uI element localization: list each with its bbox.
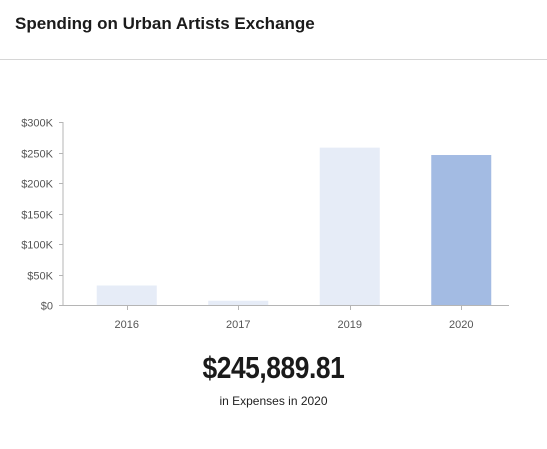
header: Spending on Urban Artists Exchange: [0, 0, 547, 60]
x-axis: 2016 2017 2019 2020: [63, 305, 509, 331]
x-tick-label: 2019: [338, 319, 362, 331]
bar-2019[interactable]: [319, 147, 380, 305]
y-tick-label: $150K: [21, 210, 53, 222]
y-tick-label: $0: [41, 301, 53, 313]
y-tick-label: $100K: [21, 240, 53, 252]
bars: [96, 147, 492, 305]
y-tick-label: $50K: [27, 271, 53, 283]
total-amount: $245,889.81: [202, 350, 345, 385]
total-caption: in Expenses in 2020: [219, 394, 328, 408]
y-tick-label: $200K: [21, 179, 53, 191]
y-tick-label: $300K: [21, 118, 53, 130]
bar-2017[interactable]: [208, 300, 269, 305]
y-axis: $0 $50K $100K $150K $200K $250K $300K: [21, 118, 64, 313]
x-tick-label: 2016: [115, 319, 139, 331]
bar-2020[interactable]: [431, 155, 492, 305]
x-tick-label: 2020: [449, 319, 473, 331]
page-title: Spending on Urban Artists Exchange: [15, 14, 315, 33]
bar-2016[interactable]: [96, 285, 157, 305]
x-tick-label: 2017: [226, 319, 250, 331]
y-tick-label: $250K: [21, 149, 53, 161]
